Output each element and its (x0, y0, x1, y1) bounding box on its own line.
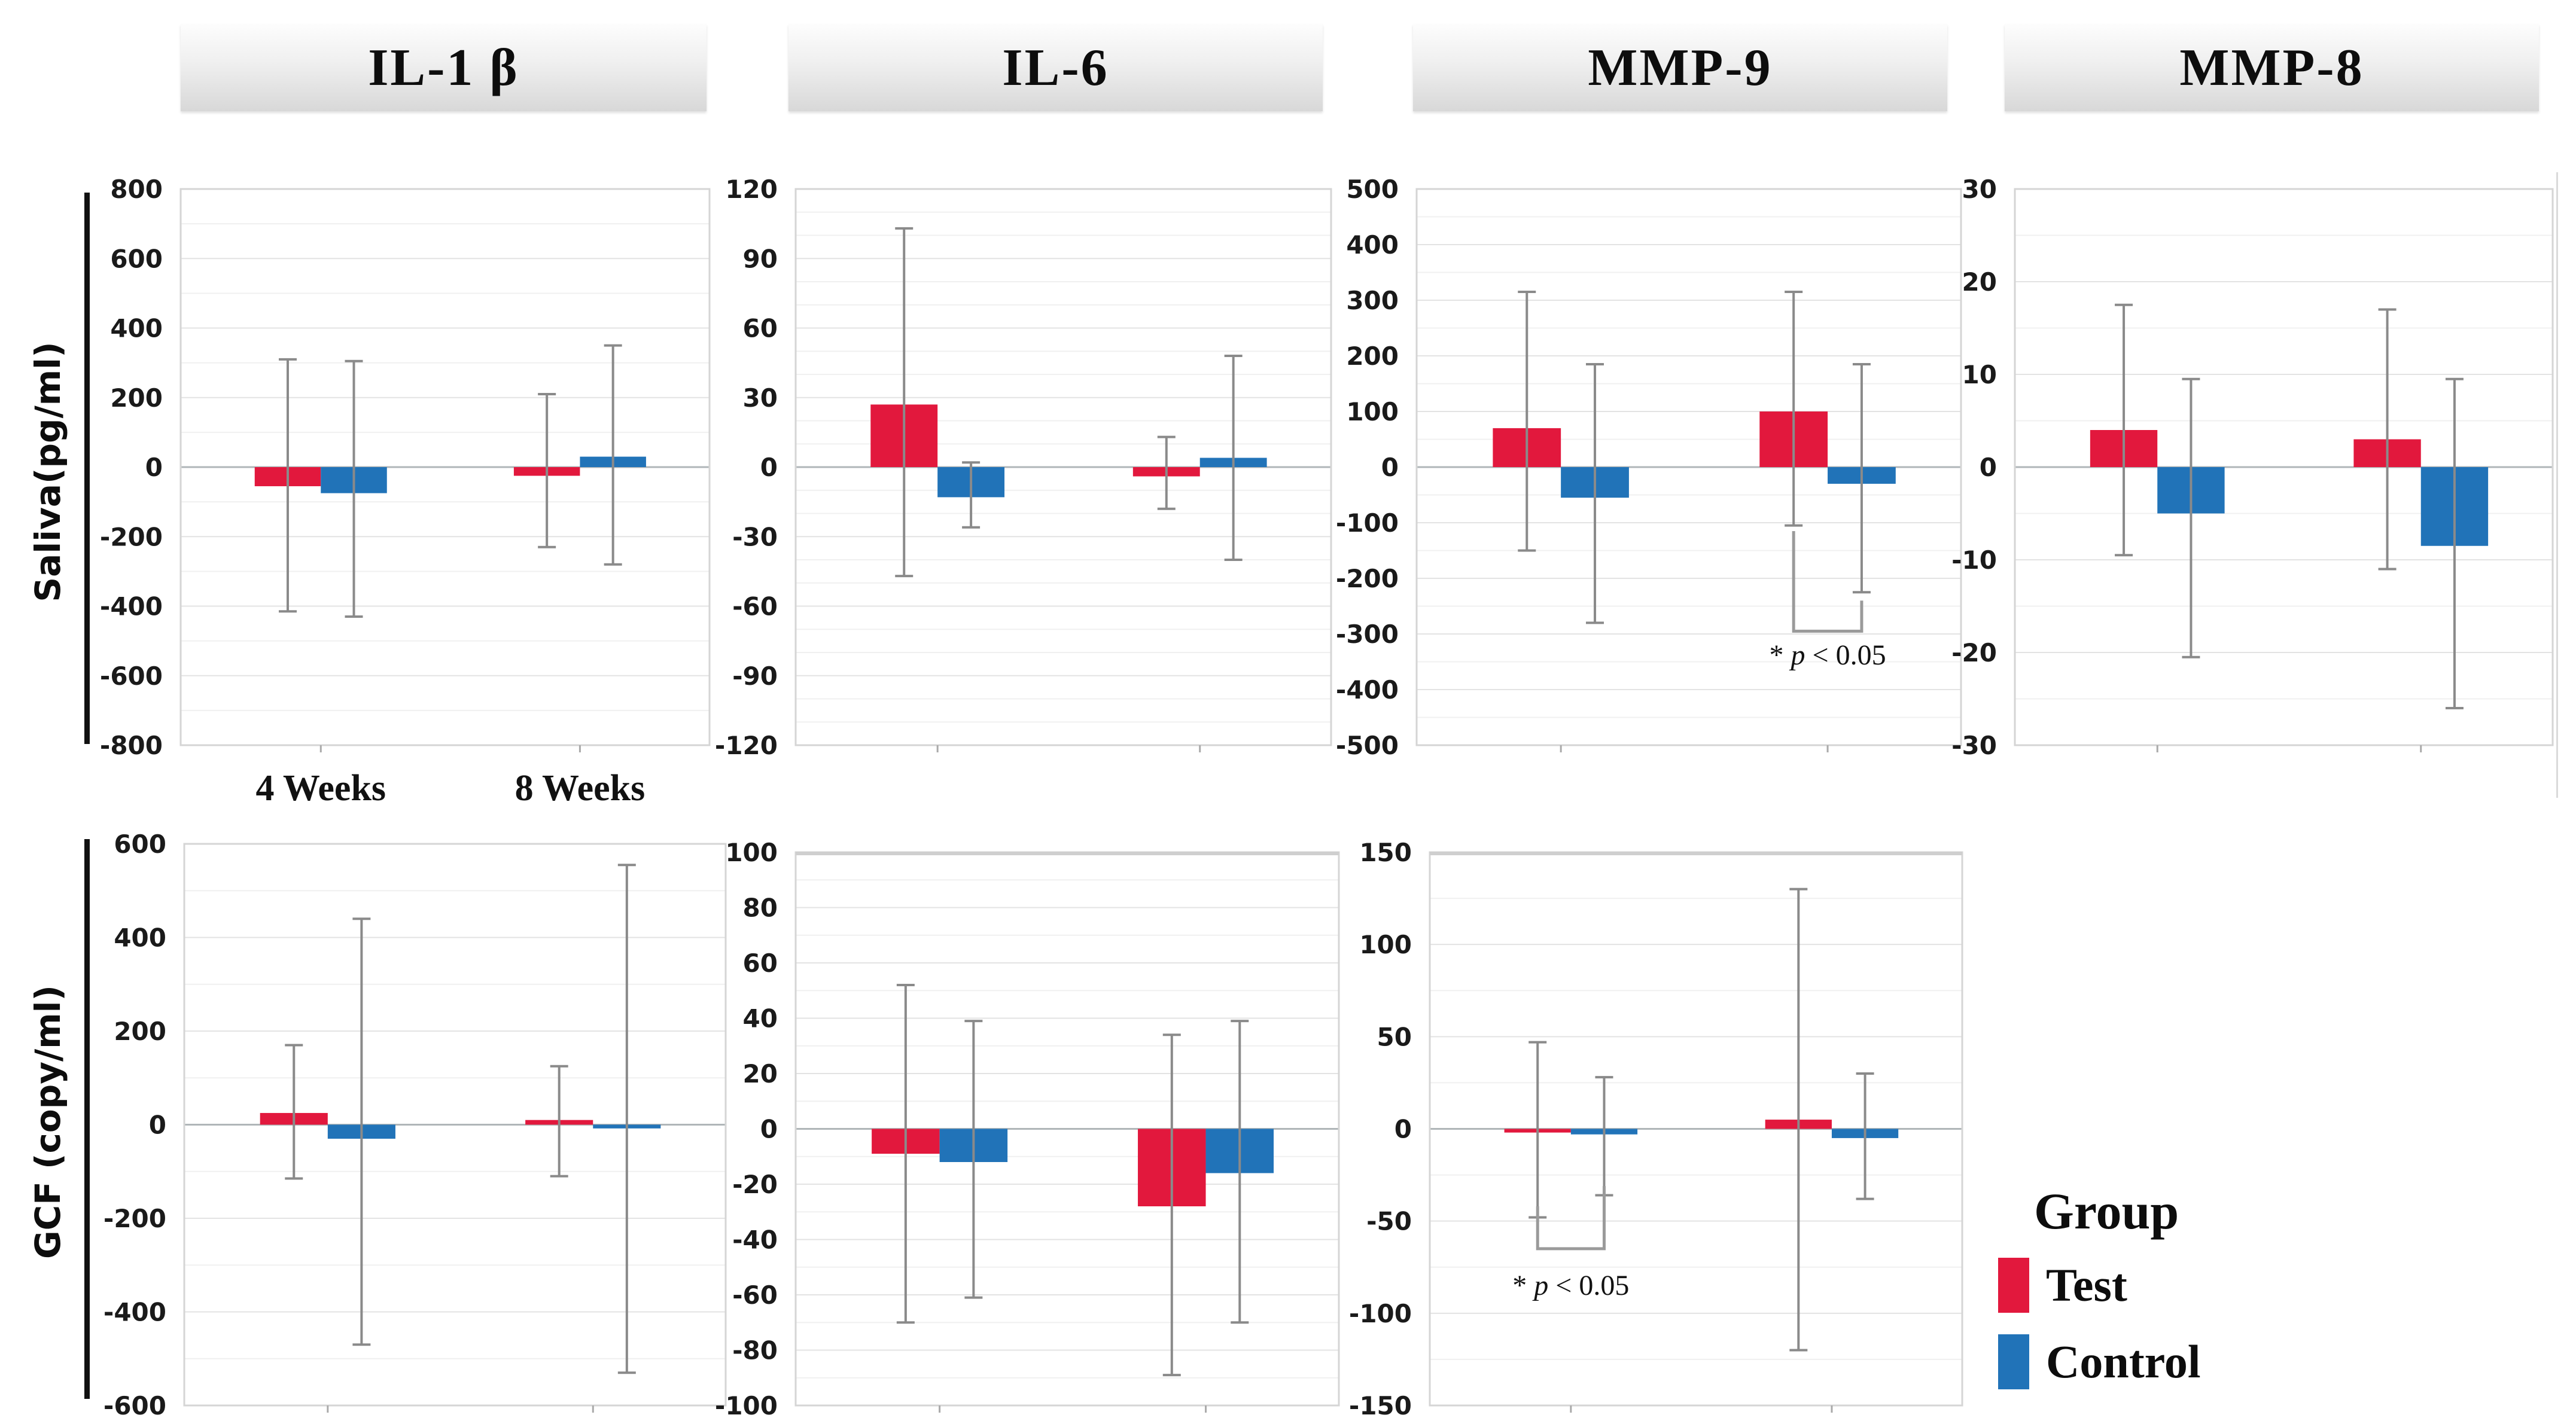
y-tick-label: -150 (1349, 1391, 1412, 1420)
category-label: 8 Weeks (515, 768, 645, 809)
chart-panel-saliva-il1b: -800 -600 -400 -200 0 200 400 600 800 4 Weeks 8 We… (100, 175, 711, 809)
y-tick-label: 100 (1359, 930, 1412, 959)
y-tick-label: -500 (1336, 731, 1399, 760)
saliva-axis-rule (84, 193, 90, 744)
significance-bracket (1536, 1186, 1606, 1251)
y-tick-label: 0 (1394, 1115, 1412, 1144)
y-tick-label: 0 (1381, 453, 1399, 482)
y-tick-label: 60 (743, 314, 778, 343)
y-tick-label: -20 (732, 1170, 778, 1199)
y-tick-label: 600 (114, 830, 166, 859)
column-header-il6: IL-6 (788, 24, 1323, 111)
y-tick-label: -10 (1951, 545, 1997, 575)
plot-border (179, 188, 711, 746)
y-tick-label: 200 (110, 383, 163, 413)
y-tick-label: 0 (760, 453, 778, 482)
y-tick-label: -50 (1366, 1207, 1412, 1236)
y-tick-label: -400 (100, 592, 163, 621)
y-tick-label: -90 (732, 661, 778, 691)
y-tick-label: 0 (1980, 453, 1997, 482)
chart-panel-saliva-mmp8: -30 -20 -10 0 10 20 30 (1951, 175, 2554, 760)
y-tick-label: 400 (114, 923, 166, 953)
plot-border (794, 188, 1332, 746)
y-tick-label: 60 (743, 949, 778, 978)
category-label: 4 Weeks (255, 768, 386, 809)
y-tick-label: -200 (1336, 564, 1399, 593)
y-tick-label: -40 (732, 1225, 778, 1255)
y-tick-label: 600 (110, 244, 163, 273)
plot-border (2014, 188, 2554, 746)
y-tick-label: 100 (725, 838, 778, 867)
y-tick-label: -30 (1951, 731, 1997, 760)
y-tick-label: -120 (715, 731, 778, 760)
y-tick-label: 50 (1377, 1022, 1412, 1051)
chart-panel-gcf-il6: -100 -80 -60 -40 -20 0 20 40 60 80 100 (715, 838, 1340, 1420)
y-tick-label: 80 (743, 894, 778, 923)
chart-panel-gcf-mmp9: -150 -100 -50 0 50 100 150 * p < 0.05 (1349, 838, 1963, 1420)
y-tick-label: -400 (103, 1298, 166, 1327)
y-tick-label: -30 (732, 522, 778, 551)
legend-item-control: Control (1998, 1334, 2429, 1389)
y-tick-label: -200 (100, 522, 163, 551)
y-tick-label: -300 (1336, 620, 1399, 649)
test-color-swatch (1998, 1258, 2029, 1313)
y-tick-label: -100 (1336, 508, 1399, 538)
significance-label: * p < 0.05 (1770, 639, 1886, 671)
y-tick-label: 20 (1962, 267, 1997, 297)
divider-line (2556, 172, 2558, 798)
plot-border (1415, 188, 1962, 746)
y-tick-label: 0 (145, 453, 163, 482)
y-tick-label: -80 (732, 1336, 778, 1365)
y-tick-label: -800 (100, 731, 163, 760)
y-tick-label: 300 (1346, 286, 1399, 315)
legend-item-test: Test (1998, 1258, 2429, 1313)
column-header-mmp8: MMP-8 (2005, 24, 2539, 111)
chart-panel-saliva-mmp9: -500 -400 -300 -200 -100 0 100 200 300 400 500 * p … (1336, 175, 1962, 760)
y-tick-label: -600 (103, 1391, 166, 1420)
column-header-il1b: IL-1 β (181, 24, 707, 111)
column-header-mmp9: MMP-9 (1413, 24, 1947, 111)
y-tick-label: 90 (743, 244, 778, 273)
y-tick-label: -100 (1349, 1299, 1412, 1328)
y-tick-label: 400 (1346, 230, 1399, 260)
y-tick-label: -200 (103, 1204, 166, 1233)
y-tick-label: 400 (110, 314, 163, 343)
chart-panel-gcf-il1b: -600 -400 -200 0 200 400 600 (103, 830, 727, 1420)
gcf-axis-rule (84, 839, 90, 1399)
y-tick-label: 150 (1359, 838, 1412, 867)
chart-panel-saliva-il6: -120 -90 -60 -30 0 30 60 90 120 (715, 175, 1332, 760)
y-tick-label: -400 (1336, 675, 1399, 705)
y-tick-label: 40 (743, 1004, 778, 1033)
y-tick-label: 0 (149, 1111, 166, 1140)
plot-border (183, 843, 727, 1407)
y-tick-label: 500 (1346, 175, 1399, 204)
y-tick-label: -60 (732, 1280, 778, 1310)
legend-title: Group (2034, 1182, 2179, 1240)
y-tick-label: 200 (1346, 341, 1399, 371)
legend-label-test: Test (2046, 1259, 2127, 1311)
y-tick-label: 10 (1962, 360, 1997, 389)
y-tick-label: -100 (715, 1391, 778, 1420)
significance-label: * p < 0.05 (1512, 1270, 1629, 1301)
y-tick-label: 30 (1962, 175, 1997, 204)
y-tick-label: -20 (1951, 638, 1997, 667)
y-tick-label: 20 (743, 1059, 778, 1088)
y-tick-label: 200 (114, 1017, 166, 1046)
y-tick-label: 0 (760, 1115, 778, 1144)
y-tick-label: 30 (743, 383, 778, 413)
significance-bracket (1792, 530, 1864, 633)
y-tick-label: 120 (725, 175, 778, 204)
legend: Group Test Control (1998, 1181, 2429, 1411)
y-tick-label: -60 (732, 592, 778, 621)
control-color-swatch (1998, 1334, 2029, 1389)
y-tick-label: 800 (110, 175, 163, 204)
y-tick-label: -600 (100, 661, 163, 691)
y-tick-label: 100 (1346, 397, 1399, 426)
legend-label-control: Control (2046, 1335, 2201, 1388)
